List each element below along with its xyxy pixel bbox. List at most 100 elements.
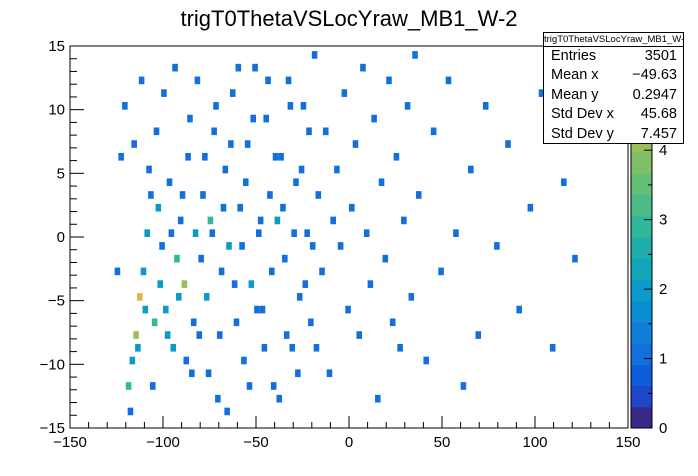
colorbar-band-8 xyxy=(631,237,652,259)
stats-label: Mean x xyxy=(551,67,599,84)
bin-107 xyxy=(153,127,160,136)
bin-124 xyxy=(216,331,223,339)
bin-69 xyxy=(382,254,389,263)
colorbar-band-4 xyxy=(631,321,652,344)
bin-119 xyxy=(198,254,204,263)
bin-48 xyxy=(304,229,310,237)
colorbar-band-5 xyxy=(631,300,652,323)
bin-20 xyxy=(200,191,206,199)
bin-101 xyxy=(131,140,137,148)
bin-132 xyxy=(246,382,253,390)
bin-9 xyxy=(159,242,165,250)
bin-44 xyxy=(289,343,296,352)
bin-133 xyxy=(250,114,256,123)
bin-18 xyxy=(192,229,199,237)
stats-row-mean-x: Mean x −49.63 xyxy=(544,66,683,85)
bin-29 xyxy=(233,318,240,327)
bin-2 xyxy=(133,331,139,339)
bin-81 xyxy=(438,267,444,276)
bin-88 xyxy=(494,242,500,250)
bin-14 xyxy=(177,216,184,225)
bin-89 xyxy=(505,140,511,148)
bin-145 xyxy=(295,369,301,378)
bin-122 xyxy=(209,229,216,237)
bin-103 xyxy=(138,76,145,85)
stats-value: 3501 xyxy=(644,48,677,64)
bin-97 xyxy=(118,152,124,161)
bin-56 xyxy=(334,165,340,174)
bin-51 xyxy=(315,191,322,199)
bin-11 xyxy=(166,178,173,187)
bin-95 xyxy=(572,254,578,263)
y-tick-label: −5 xyxy=(48,293,65,310)
bin-134 xyxy=(254,305,260,314)
bin-3 xyxy=(136,293,143,301)
bin-110 xyxy=(164,331,171,339)
colorbar-band-0 xyxy=(631,406,652,429)
x-tick-label: −50 xyxy=(243,434,268,451)
bin-54 xyxy=(326,369,333,378)
stats-value: 45.68 xyxy=(640,106,677,123)
bin-39 xyxy=(270,382,277,390)
stats-row-std-dev-x: Std Dev x 45.68 xyxy=(544,105,683,124)
bin-125 xyxy=(220,203,227,212)
bin-38 xyxy=(267,191,273,199)
bin-32 xyxy=(244,140,251,148)
bin-87 xyxy=(482,102,489,110)
stats-row-std-dev-y: Std Dev y 7.457 xyxy=(544,125,683,144)
bin-64 xyxy=(363,229,370,237)
bin-35 xyxy=(256,229,262,237)
stats-label: Std Dev x xyxy=(551,106,614,123)
bin-22 xyxy=(207,216,214,225)
y-tick-label: −15 xyxy=(40,420,65,437)
bin-149 xyxy=(309,242,316,250)
x-tick-label: −100 xyxy=(146,434,180,451)
bin-102 xyxy=(135,343,141,352)
bin-19 xyxy=(196,331,203,339)
x-tick-label: −150 xyxy=(53,434,87,451)
bin-137 xyxy=(265,76,271,85)
bin-55 xyxy=(330,216,336,225)
colorbar-band-1 xyxy=(631,385,652,408)
bin-117 xyxy=(190,318,197,327)
bin-104 xyxy=(142,305,149,314)
colorbar-tick-label: 4 xyxy=(659,142,667,159)
bin-147 xyxy=(302,280,309,288)
bin-141 xyxy=(280,203,286,212)
bin-85 xyxy=(468,165,474,174)
colorbar-band-12 xyxy=(631,152,652,174)
x-tick-label: 50 xyxy=(434,434,451,451)
bin-75 xyxy=(404,102,411,110)
bin-26 xyxy=(222,165,229,174)
bin-25 xyxy=(218,267,225,276)
colorbar-band-7 xyxy=(631,258,652,280)
y-tick-label: 5 xyxy=(57,165,65,182)
bin-118 xyxy=(194,76,201,85)
bin-82 xyxy=(445,76,452,85)
bin-28 xyxy=(229,89,236,97)
bin-94 xyxy=(561,178,567,187)
bin-143 xyxy=(287,102,294,110)
bin-148 xyxy=(306,127,312,136)
bin-34 xyxy=(252,63,258,72)
x-tick-label: 0 xyxy=(345,434,353,451)
bin-23 xyxy=(211,127,217,136)
bin-90 xyxy=(516,305,522,314)
stats-title: trigT0ThetaVSLocYraw_MB1_W-2 xyxy=(544,34,683,47)
bin-5 xyxy=(144,229,150,237)
bin-21 xyxy=(203,293,210,301)
bin-13 xyxy=(174,254,180,263)
bin-42 xyxy=(282,254,288,263)
bin-73 xyxy=(397,343,403,352)
bin-36 xyxy=(259,305,266,314)
bin-126 xyxy=(224,407,230,416)
bin-72 xyxy=(393,152,400,161)
bin-144 xyxy=(291,229,297,237)
bin-66 xyxy=(371,114,377,123)
bin-99 xyxy=(122,102,128,110)
bin-139 xyxy=(272,152,279,161)
colorbar-band-11 xyxy=(631,173,652,196)
x-tick-label: 150 xyxy=(615,434,640,451)
bin-109 xyxy=(161,89,167,97)
